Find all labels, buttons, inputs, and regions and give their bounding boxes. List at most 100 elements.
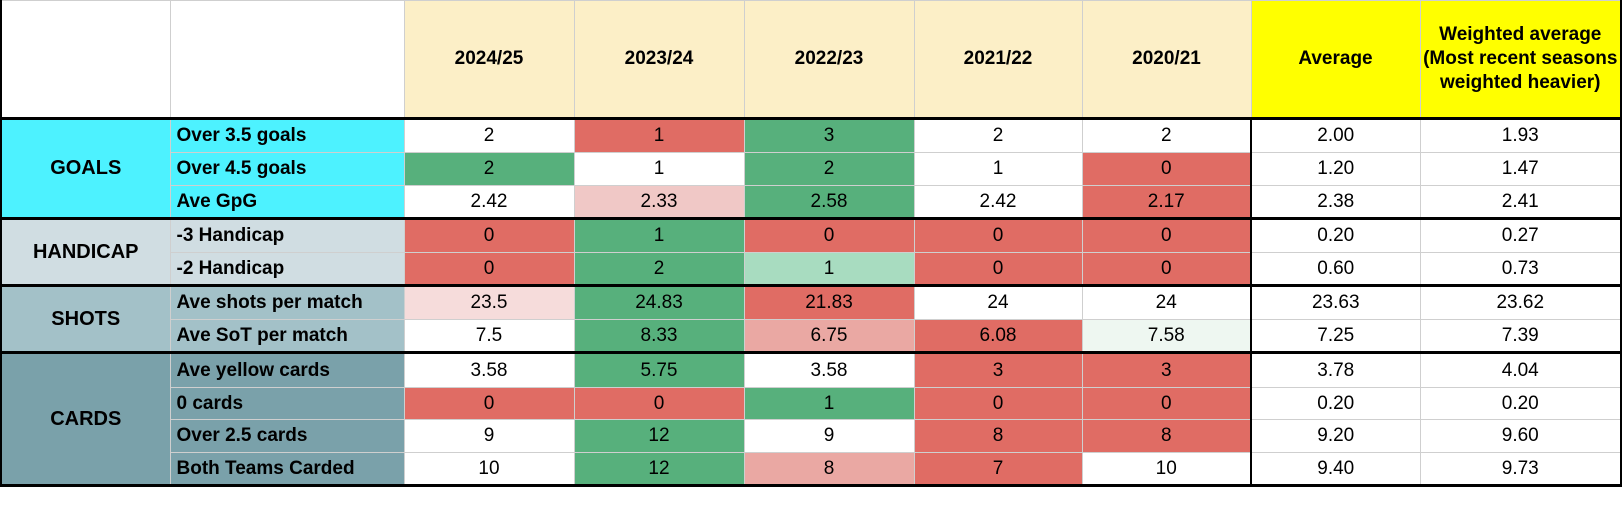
value-cell[interactable]: 2.33	[573, 185, 745, 219]
average-cell[interactable]: 0.60	[1250, 252, 1421, 286]
value-cell[interactable]: 0	[403, 387, 575, 420]
value-cell[interactable]: 0	[573, 387, 745, 420]
average-cell[interactable]: 23.63	[1250, 284, 1421, 320]
value-cell[interactable]: 3	[1081, 351, 1252, 388]
value-cell[interactable]: 2.17	[1081, 185, 1252, 219]
value-cell[interactable]: 3.58	[403, 351, 575, 388]
weighted-average-cell[interactable]: 0.73	[1419, 252, 1622, 286]
group-label-goals[interactable]: GOALS	[0, 117, 171, 219]
weighted-average-cell[interactable]: 0.20	[1419, 387, 1622, 420]
average-cell[interactable]: 0.20	[1250, 217, 1421, 253]
column-header-season[interactable]: 2020/21	[1081, 0, 1252, 119]
value-cell[interactable]: 0	[913, 387, 1083, 420]
value-cell[interactable]: 10	[1081, 452, 1252, 487]
value-cell[interactable]: 12	[573, 419, 745, 453]
column-header-season[interactable]: 2023/24	[573, 0, 745, 119]
column-header-weighted-average[interactable]: Weighted average (Most recent seasons we…	[1419, 0, 1622, 119]
row-label[interactable]: Ave GpG	[169, 185, 405, 219]
value-cell[interactable]: 8.33	[573, 319, 745, 353]
value-cell[interactable]: 1	[573, 117, 745, 153]
weighted-average-cell[interactable]: 7.39	[1419, 319, 1622, 353]
value-cell[interactable]: 10	[403, 452, 575, 487]
row-label[interactable]: -2 Handicap	[169, 252, 405, 286]
value-cell[interactable]: 9	[743, 419, 915, 453]
row-label[interactable]: Ave yellow cards	[169, 351, 405, 388]
value-cell[interactable]: 0	[1081, 387, 1252, 420]
column-header-season[interactable]: 2022/23	[743, 0, 915, 119]
average-cell[interactable]: 0.20	[1250, 387, 1421, 420]
value-cell[interactable]: 0	[1081, 252, 1252, 286]
weighted-average-cell[interactable]: 9.73	[1419, 452, 1622, 487]
value-cell[interactable]: 24.83	[573, 284, 745, 320]
weighted-average-cell[interactable]: 1.47	[1419, 152, 1622, 186]
value-cell[interactable]: 8	[1081, 419, 1252, 453]
weighted-average-cell[interactable]: 1.93	[1419, 117, 1622, 153]
value-cell[interactable]: 1	[573, 217, 745, 253]
value-cell[interactable]: 3	[743, 117, 915, 153]
value-cell[interactable]: 6.75	[743, 319, 915, 353]
value-cell[interactable]: 24	[1081, 284, 1252, 320]
average-cell[interactable]: 9.20	[1250, 419, 1421, 453]
value-cell[interactable]: 2	[403, 152, 575, 186]
average-cell[interactable]: 3.78	[1250, 351, 1421, 388]
value-cell[interactable]: 2.42	[913, 185, 1083, 219]
average-cell[interactable]: 1.20	[1250, 152, 1421, 186]
value-cell[interactable]: 2	[743, 152, 915, 186]
row-label[interactable]: Both Teams Carded	[169, 452, 405, 487]
value-cell[interactable]: 1	[743, 387, 915, 420]
value-cell[interactable]: 8	[743, 452, 915, 487]
column-header-season[interactable]: 2024/25	[403, 0, 575, 119]
average-cell[interactable]: 9.40	[1250, 452, 1421, 487]
weighted-average-cell[interactable]: 2.41	[1419, 185, 1622, 219]
value-cell[interactable]: 2.58	[743, 185, 915, 219]
value-cell[interactable]: 21.83	[743, 284, 915, 320]
value-cell[interactable]: 0	[1081, 152, 1252, 186]
value-cell[interactable]: 2	[573, 252, 745, 286]
row-label[interactable]: -3 Handicap	[169, 217, 405, 253]
value-cell[interactable]: 3.58	[743, 351, 915, 388]
value-cell[interactable]: 2.42	[403, 185, 575, 219]
value-cell[interactable]: 7.58	[1081, 319, 1252, 353]
value-cell[interactable]: 2	[1081, 117, 1252, 153]
value-cell[interactable]: 23.5	[403, 284, 575, 320]
row-label[interactable]: 0 cards	[169, 387, 405, 420]
average-cell[interactable]: 2.38	[1250, 185, 1421, 219]
value-cell[interactable]: 0	[403, 252, 575, 286]
value-cell[interactable]: 3	[913, 351, 1083, 388]
row-label[interactable]: Over 2.5 cards	[169, 419, 405, 453]
weighted-average-cell[interactable]: 9.60	[1419, 419, 1622, 453]
value-cell[interactable]: 7	[913, 452, 1083, 487]
value-cell[interactable]: 2	[913, 117, 1083, 153]
average-cell[interactable]: 2.00	[1250, 117, 1421, 153]
weighted-average-cell[interactable]: 4.04	[1419, 351, 1622, 388]
weighted-average-cell[interactable]: 0.27	[1419, 217, 1622, 253]
group-label-handicap[interactable]: HANDICAP	[0, 217, 171, 286]
average-cell[interactable]: 7.25	[1250, 319, 1421, 353]
value-cell[interactable]: 7.5	[403, 319, 575, 353]
value-cell[interactable]: 1	[743, 252, 915, 286]
group-label-cards[interactable]: CARDS	[0, 351, 171, 487]
row-label[interactable]: Over 3.5 goals	[169, 117, 405, 153]
value-cell[interactable]: 24	[913, 284, 1083, 320]
group-label-shots[interactable]: SHOTS	[0, 284, 171, 353]
row-label[interactable]: Over 4.5 goals	[169, 152, 405, 186]
column-header-season[interactable]: 2021/22	[913, 0, 1083, 119]
value-cell[interactable]: 2	[403, 117, 575, 153]
value-cell[interactable]: 1	[573, 152, 745, 186]
value-cell[interactable]: 0	[1081, 217, 1252, 253]
corner-cell[interactable]	[0, 0, 171, 119]
value-cell[interactable]: 0	[403, 217, 575, 253]
value-cell[interactable]: 0	[913, 252, 1083, 286]
corner-cell[interactable]	[169, 0, 405, 119]
value-cell[interactable]: 6.08	[913, 319, 1083, 353]
value-cell[interactable]: 1	[913, 152, 1083, 186]
value-cell[interactable]: 0	[743, 217, 915, 253]
value-cell[interactable]: 0	[913, 217, 1083, 253]
row-label[interactable]: Ave SoT per match	[169, 319, 405, 353]
value-cell[interactable]: 8	[913, 419, 1083, 453]
row-label[interactable]: Ave shots per match	[169, 284, 405, 320]
value-cell[interactable]: 12	[573, 452, 745, 487]
weighted-average-cell[interactable]: 23.62	[1419, 284, 1622, 320]
value-cell[interactable]: 5.75	[573, 351, 745, 388]
value-cell[interactable]: 9	[403, 419, 575, 453]
